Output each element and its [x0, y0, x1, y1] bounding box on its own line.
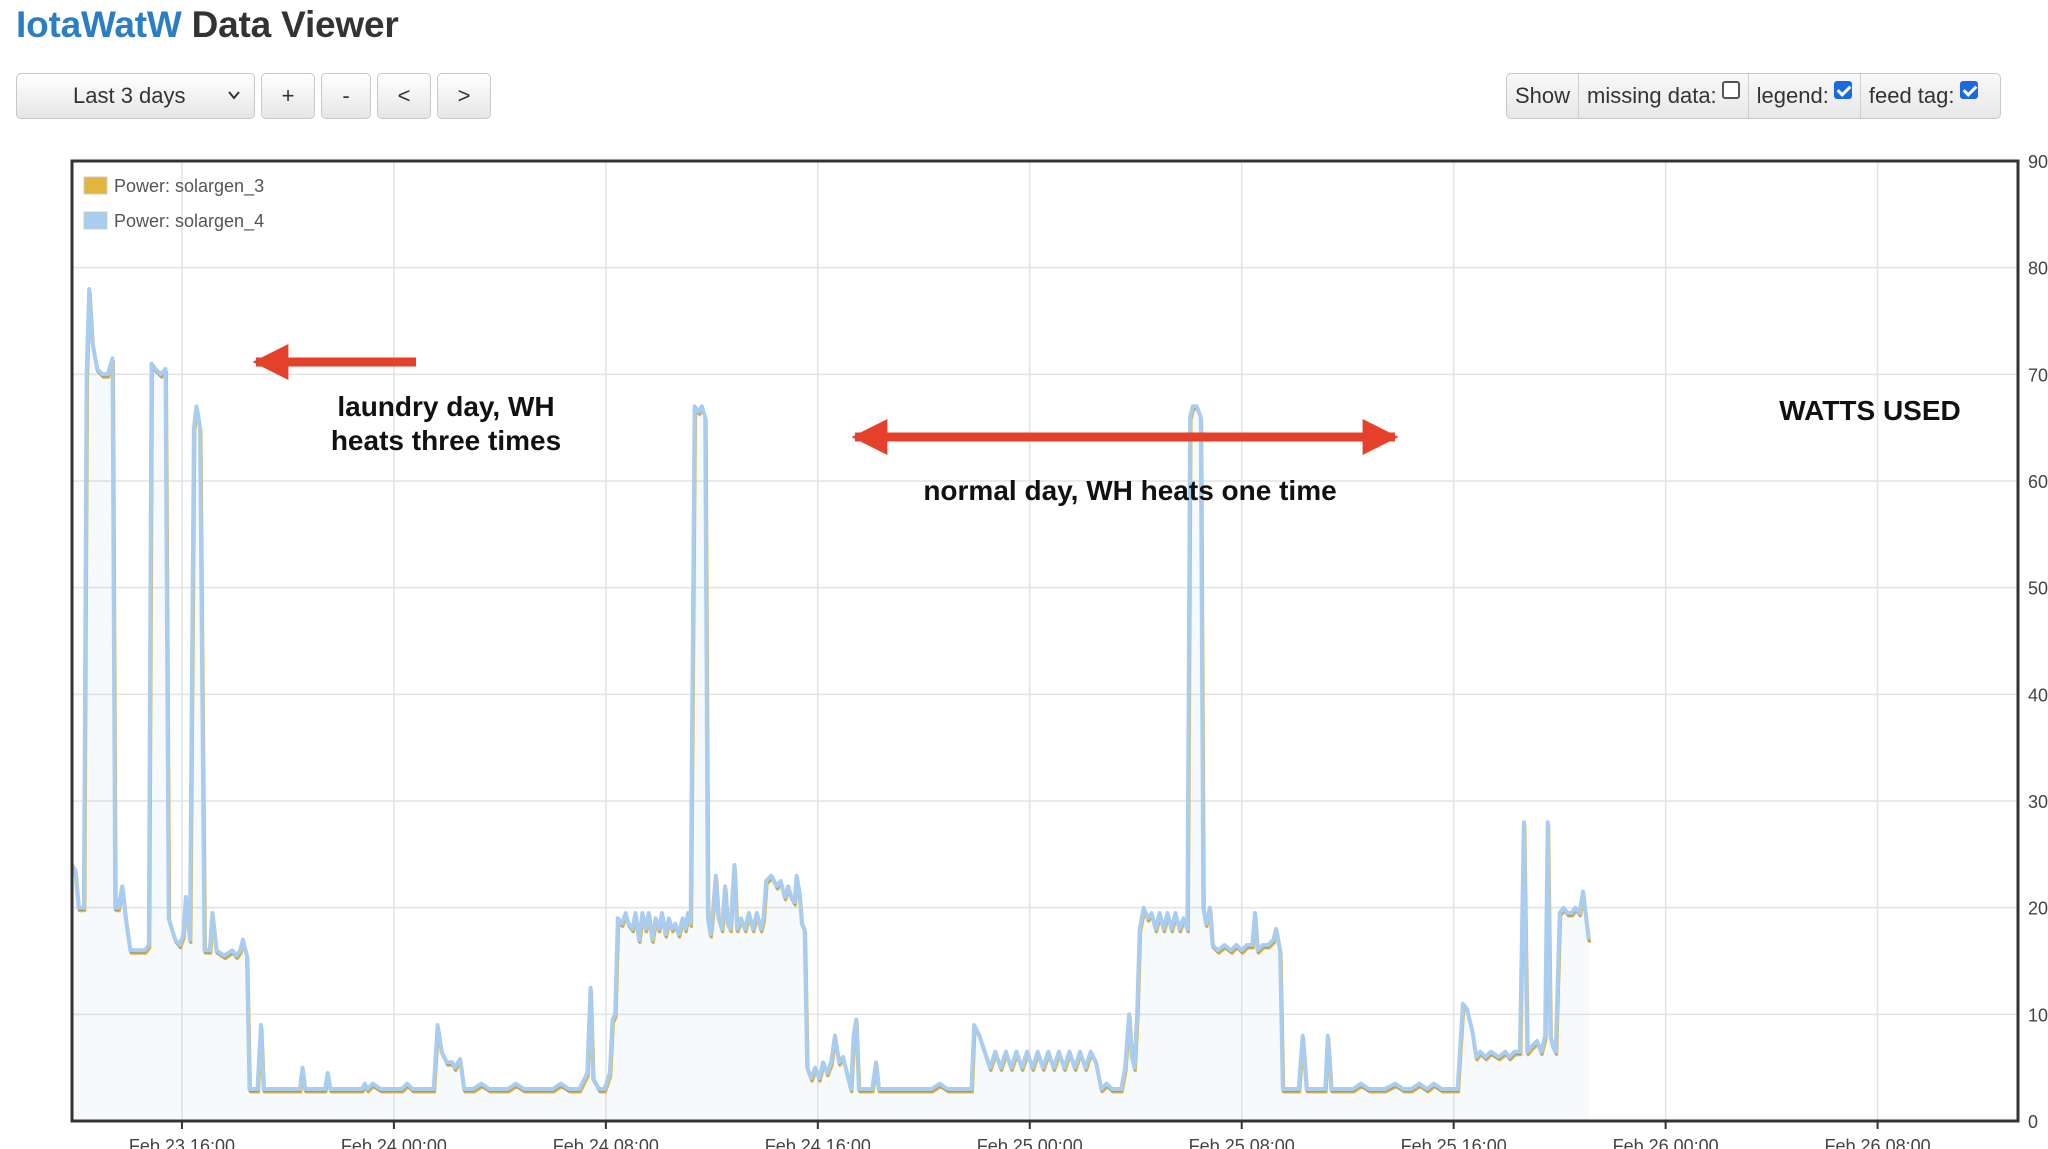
x-tick-label: Feb 25 00:00 — [977, 1136, 1083, 1149]
series-shadow — [70, 289, 1591, 1093]
y-tick-label: 3000 — [2028, 792, 2048, 812]
normal-day-label: normal day, WH heats one time — [923, 475, 1336, 506]
time-range-value: Last 3 days — [73, 83, 186, 108]
y-tick-label: 1000 — [2028, 1005, 2048, 1025]
legend-swatch-solargen-4 — [83, 211, 108, 230]
plot-frame — [70, 159, 2020, 1123]
chart-legend: Power: solargen_3 Power: solargen_4 — [83, 176, 264, 232]
legend-toggle[interactable]: legend: — [1749, 74, 1861, 118]
page-title: IotaWatW Data Viewer — [16, 4, 399, 46]
y-tick-label: 4000 — [2028, 685, 2048, 705]
series-line-solargen-3 — [71, 290, 1592, 1094]
x-tick-label: Feb 24 16:00 — [765, 1136, 871, 1149]
feed-tag-checkbox[interactable] — [1959, 81, 1978, 99]
y-tick-label: 9000 — [2028, 152, 2048, 172]
y-axis-ticks: 0 1000 2000 3000 4000 5000 6000 7000 8000 9000 — [2028, 152, 2048, 1132]
x-tick-label: Feb 26 00:00 — [1613, 1136, 1719, 1149]
y-tick-label: 7000 — [2028, 365, 2048, 385]
next-period-button[interactable]: > — [437, 73, 491, 119]
y-tick-label: 0 — [2028, 1112, 2038, 1132]
missing-data-checkbox[interactable] — [1721, 81, 1740, 99]
legend-swatch-solargen-3 — [83, 176, 108, 195]
brand-name: IotaWatW — [16, 4, 182, 45]
annotations: laundry day, WH heats three times normal… — [252, 344, 1961, 506]
previous-period-button[interactable]: < — [377, 73, 431, 119]
zoom-in-button[interactable]: + — [261, 73, 315, 119]
series-area-fill — [72, 289, 1589, 1121]
chevron-down-icon — [228, 91, 240, 100]
y-tick-label: 2000 — [2028, 899, 2048, 919]
legend-toggle-label: legend: — [1756, 83, 1829, 108]
y-tick-label: 5000 — [2028, 579, 2048, 599]
time-range-select[interactable]: Last 3 days — [16, 73, 255, 119]
show-options-bar: Show missing data: legend: feed tag: — [1506, 73, 2001, 119]
legend-label-solargen-4: Power: solargen_4 — [114, 211, 264, 232]
series-line-solargen-4 — [70, 287, 1591, 1091]
zoom-out-button[interactable]: - — [321, 73, 371, 119]
feed-tag-toggle[interactable]: feed tag: — [1861, 74, 1986, 118]
missing-data-toggle[interactable]: missing data: — [1579, 74, 1749, 118]
show-label: Show — [1507, 74, 1580, 118]
show-label-text: Show — [1515, 83, 1571, 108]
laundry-day-label-line2: heats three times — [331, 425, 561, 456]
x-axis-ticks: Feb 23 16:00 Feb 24 00:00 Feb 24 08:00 Feb … — [129, 1121, 1931, 1149]
chart-grid — [72, 160, 2018, 1122]
laundry-day-label-line1: laundry day, WH — [337, 391, 554, 422]
x-tick-label: Feb 24 08:00 — [553, 1136, 659, 1149]
chart-series-layer — [70, 287, 1592, 1121]
feed-tag-label: feed tag: — [1868, 83, 1955, 108]
app-title-rest: Data Viewer — [191, 4, 399, 45]
watts-used-label: WATTS USED — [1779, 395, 1960, 426]
x-tick-label: Feb 25 08:00 — [1189, 1136, 1295, 1149]
y-tick-label: 8000 — [2028, 259, 2048, 279]
legend-checkbox[interactable] — [1833, 81, 1852, 99]
y-tick-label: 6000 — [2028, 472, 2048, 492]
x-tick-label: Feb 25 16:00 — [1401, 1136, 1507, 1149]
x-tick-label: Feb 26 08:00 — [1825, 1136, 1931, 1149]
missing-data-label: missing data: — [1587, 83, 1717, 108]
x-tick-label: Feb 23 16:00 — [129, 1136, 235, 1149]
legend-label-solargen-3: Power: solargen_3 — [114, 176, 264, 197]
x-tick-label: Feb 24 00:00 — [341, 1136, 447, 1149]
